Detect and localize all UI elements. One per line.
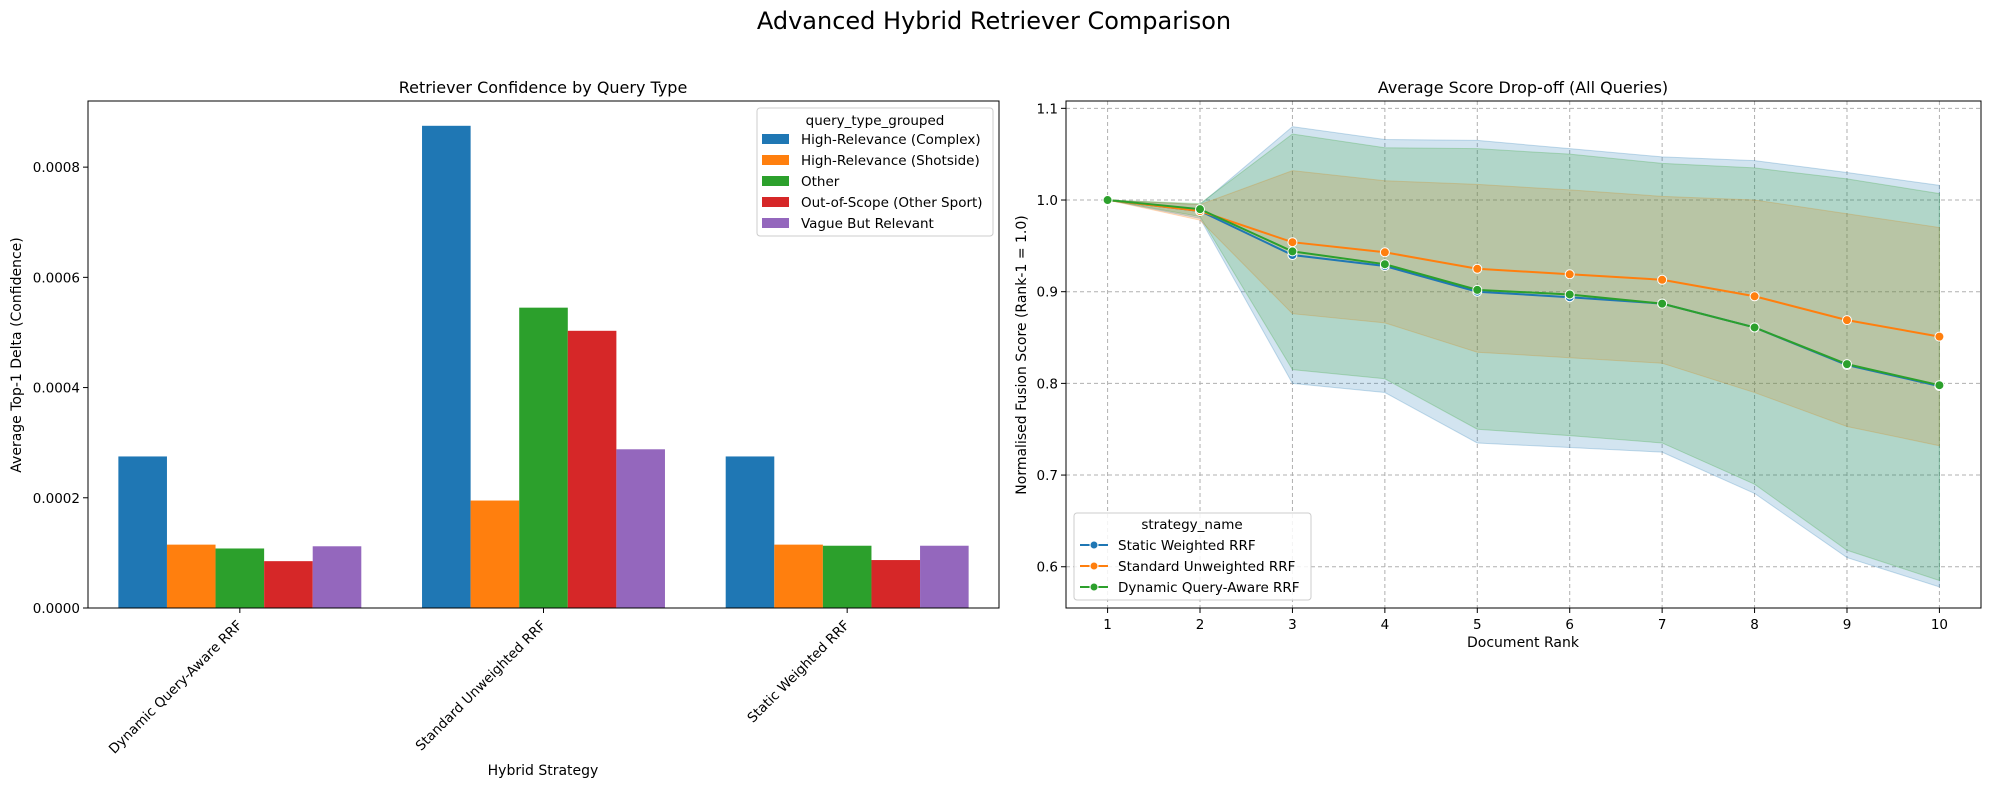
x-tick-label: 8 — [1750, 617, 1759, 633]
data-point — [1657, 298, 1668, 309]
data-point — [1195, 204, 1206, 215]
x-tick-label: 6 — [1565, 617, 1574, 633]
y-tick-label: 0.0006 — [33, 270, 80, 286]
data-point — [1934, 331, 1945, 342]
legend-label: Standard Unweighted RRF — [1118, 559, 1295, 575]
x-tick-label: 10 — [1931, 617, 1948, 633]
legend-marker — [1089, 561, 1099, 571]
y-tick-label: 0.0000 — [33, 601, 80, 617]
data-point — [1102, 195, 1113, 206]
bar-chart-legend: query_type_grouped High-Relevance (Compl… — [756, 107, 994, 237]
x-tick-label: 2 — [1196, 617, 1205, 633]
line-chart-legend-title: strategy_name — [1141, 517, 1242, 533]
x-tick-label: 1 — [1103, 617, 1112, 633]
bar — [264, 561, 313, 608]
y-tick-label: 0.0002 — [33, 491, 80, 507]
y-tick-label: 0.8 — [1037, 376, 1058, 392]
x-tick-label: 7 — [1658, 617, 1667, 633]
data-point — [1564, 269, 1575, 280]
x-tick-label: Dynamic Query-Aware RRF — [106, 618, 246, 758]
bar-chart-title: Retriever Confidence by Query Type — [399, 78, 688, 97]
y-tick-label: 0.9 — [1037, 285, 1058, 301]
bar — [822, 545, 872, 608]
data-point — [1564, 289, 1575, 300]
bar — [118, 456, 167, 608]
legend-label: High-Relevance (Shotside) — [801, 153, 980, 169]
legend-label: High-Relevance (Complex) — [801, 132, 981, 148]
series-line — [1107, 199, 1940, 387]
line-chart-y-axis: 0.6 0.7 0.8 0.9 1.0 1.1 — [1037, 101, 1066, 576]
line-chart-plot-frame — [1065, 100, 1982, 609]
legend-swatch — [762, 218, 789, 228]
line-chart-x-label: Document Rank — [1467, 635, 1580, 651]
data-point — [1472, 284, 1483, 295]
line-chart-title: Average Score Drop-off (All Queries) — [1378, 78, 1668, 97]
x-tick-label: Static Weighted RRF — [744, 618, 853, 727]
x-tick-label: 5 — [1473, 617, 1482, 633]
data-point — [1841, 359, 1852, 370]
bar-chart-x-label: Hybrid Strategy — [488, 763, 599, 779]
bar — [215, 548, 265, 608]
bar — [422, 125, 471, 609]
bar — [312, 546, 362, 608]
legend-swatch — [762, 197, 789, 207]
bar — [166, 544, 216, 609]
data-point — [1749, 322, 1760, 333]
legend-marker — [1089, 540, 1099, 550]
line-chart-legend: strategy_name Static Weighted RRF Standar… — [1073, 512, 1312, 601]
figure-title: Advanced Hybrid Retriever Comparison — [757, 7, 1231, 35]
series-line — [1107, 199, 1940, 338]
bar — [920, 545, 969, 608]
line-chart: Average Score Drop-off (All Queries) 0.6… — [1014, 78, 1982, 651]
legend-swatch — [762, 134, 789, 144]
y-tick-label: 0.7 — [1037, 468, 1058, 484]
data-point — [1472, 263, 1483, 274]
data-point — [1841, 315, 1852, 326]
data-point — [1379, 259, 1390, 270]
legend-swatch — [762, 155, 789, 165]
y-tick-label: 1.0 — [1037, 193, 1058, 209]
x-tick-label: 3 — [1288, 617, 1297, 633]
bar — [519, 307, 568, 608]
line-chart-legend-box — [1073, 512, 1312, 601]
x-tick-label: 9 — [1843, 617, 1852, 633]
bar-chart-x-axis: Dynamic Query-Aware RRF Standard Unweight… — [106, 608, 853, 757]
data-point — [1287, 246, 1298, 257]
data-point — [1749, 291, 1760, 302]
line-chart-x-axis: 1 2 3 4 5 6 7 8 9 10 — [1103, 608, 1948, 633]
data-point — [1287, 237, 1298, 248]
line-chart-y-label: Normalised Fusion Score (Rank-1 = 1.0) — [1014, 215, 1030, 494]
bar — [774, 544, 823, 609]
legend-swatch — [762, 176, 789, 186]
bar-chart-legend-title: query_type_grouped — [806, 113, 945, 129]
bar-chart-y-label: Average Top-1 Delta (Confidence) — [9, 237, 25, 472]
bar-chart-bars — [118, 125, 969, 609]
legend-label: Static Weighted RRF — [1118, 538, 1256, 554]
bar-chart-legend-box — [756, 107, 994, 237]
data-point — [1657, 274, 1668, 285]
legend-label: Out-of-Scope (Other Sport) — [801, 195, 983, 211]
legend-label: Other — [801, 174, 840, 190]
y-tick-label: 0.6 — [1037, 560, 1058, 576]
legend-label: Dynamic Query-Aware RRF — [1118, 580, 1300, 596]
bar-chart-y-axis: 0.0000 0.0002 0.0004 0.0006 0.0008 — [33, 160, 88, 617]
bar — [470, 500, 520, 608]
legend-marker — [1089, 582, 1099, 592]
x-tick-label: Standard Unweighted RRF — [413, 618, 550, 755]
x-tick-label: 4 — [1381, 617, 1390, 633]
y-tick-label: 1.1 — [1037, 101, 1058, 117]
data-point — [1934, 380, 1945, 391]
line-chart-series — [1102, 195, 1945, 392]
y-tick-label: 0.0008 — [33, 160, 80, 176]
bar — [567, 330, 617, 608]
y-tick-label: 0.0004 — [33, 381, 80, 397]
bar — [725, 456, 775, 608]
bar — [871, 560, 921, 608]
bar-chart: Retriever Confidence by Query Type 0.000… — [9, 78, 1000, 779]
bar — [616, 449, 665, 608]
data-point — [1379, 247, 1390, 258]
legend-label: Vague But Relevant — [801, 216, 934, 232]
